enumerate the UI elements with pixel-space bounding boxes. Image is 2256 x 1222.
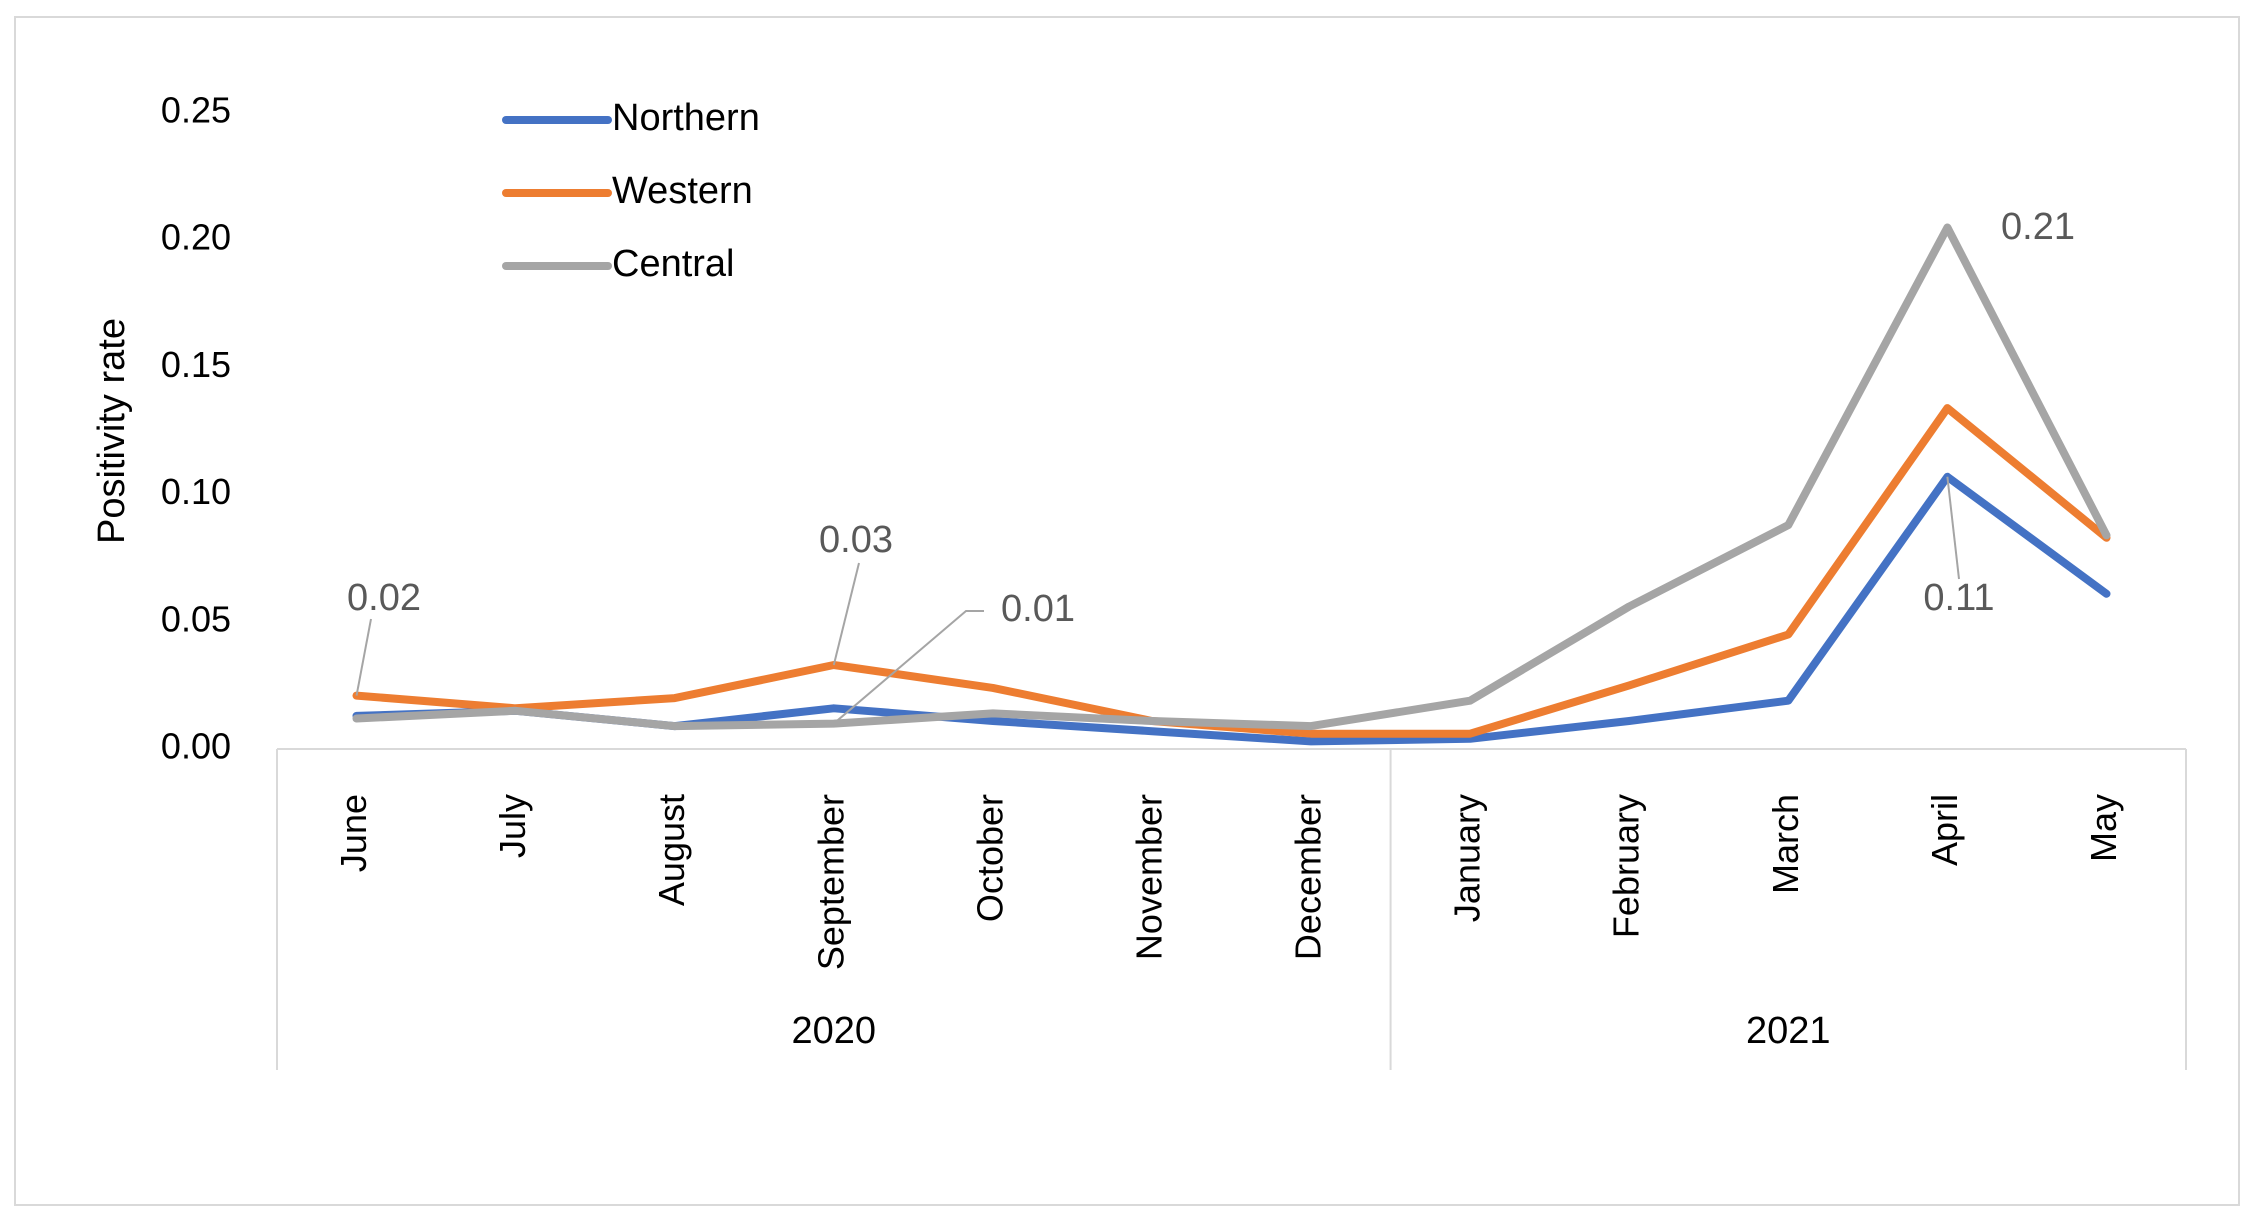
x-tick-label: May — [2083, 794, 2124, 862]
legend-label-western: Western — [612, 170, 753, 212]
x-tick-label: December — [1288, 794, 1329, 960]
legend-label-central: Central — [612, 243, 735, 285]
data-labels: 0.02 0.03 0.01 0.21 0.11 — [347, 206, 2075, 725]
y-axis-title: Positivity rate — [91, 318, 133, 544]
chart-frame: 0.00 0.05 0.10 0.15 0.20 0.25 2020 2021 June Jul… — [14, 16, 2240, 1206]
leader-line — [355, 618, 372, 696]
data-label: 0.11 — [1923, 577, 1994, 619]
series-line-central — [352, 223, 2111, 731]
x-group-label: 2021 — [1746, 1010, 1831, 1052]
legend: Northern Western Central — [502, 97, 760, 285]
x-group-label: 2020 — [792, 1010, 877, 1052]
y-tick-label: 0.15 — [161, 344, 231, 385]
data-label: 0.21 — [2001, 206, 2075, 248]
x-tick-label: September — [810, 794, 851, 970]
x-tick-label: October — [969, 794, 1010, 922]
y-tick-label: 0.00 — [161, 726, 231, 767]
data-label: 0.03 — [819, 519, 893, 561]
y-tick-label: 0.05 — [161, 598, 231, 639]
data-label: 0.01 — [1001, 588, 1075, 630]
x-tick-label: April — [1924, 794, 1965, 866]
x-tick-label: November — [1128, 794, 1169, 960]
x-tick-label: June — [333, 794, 374, 872]
x-tick-label: July — [492, 794, 533, 858]
leader-line — [1946, 476, 1960, 580]
x-axis: 2020 2021 June July August September October No… — [276, 748, 2187, 1070]
series-line-western — [352, 404, 2111, 738]
y-axis: 0.00 0.05 0.10 0.15 0.20 0.25 — [161, 90, 231, 767]
leader-line — [832, 562, 860, 666]
y-tick-label: 0.10 — [161, 471, 231, 512]
line-chart: 0.00 0.05 0.10 0.15 0.20 0.25 2020 2021 June Jul… — [91, 90, 2187, 1070]
series-layer — [352, 223, 2111, 746]
x-tick-label: August — [651, 794, 692, 906]
x-tick-label: January — [1447, 794, 1488, 922]
legend-label-northern: Northern — [612, 97, 760, 139]
y-tick-label: 0.25 — [161, 90, 231, 131]
x-tick-label: March — [1765, 794, 1806, 894]
x-tick-label: February — [1606, 794, 1647, 938]
data-label: 0.02 — [347, 577, 421, 619]
leader-line — [833, 610, 984, 725]
y-tick-label: 0.20 — [161, 217, 231, 258]
